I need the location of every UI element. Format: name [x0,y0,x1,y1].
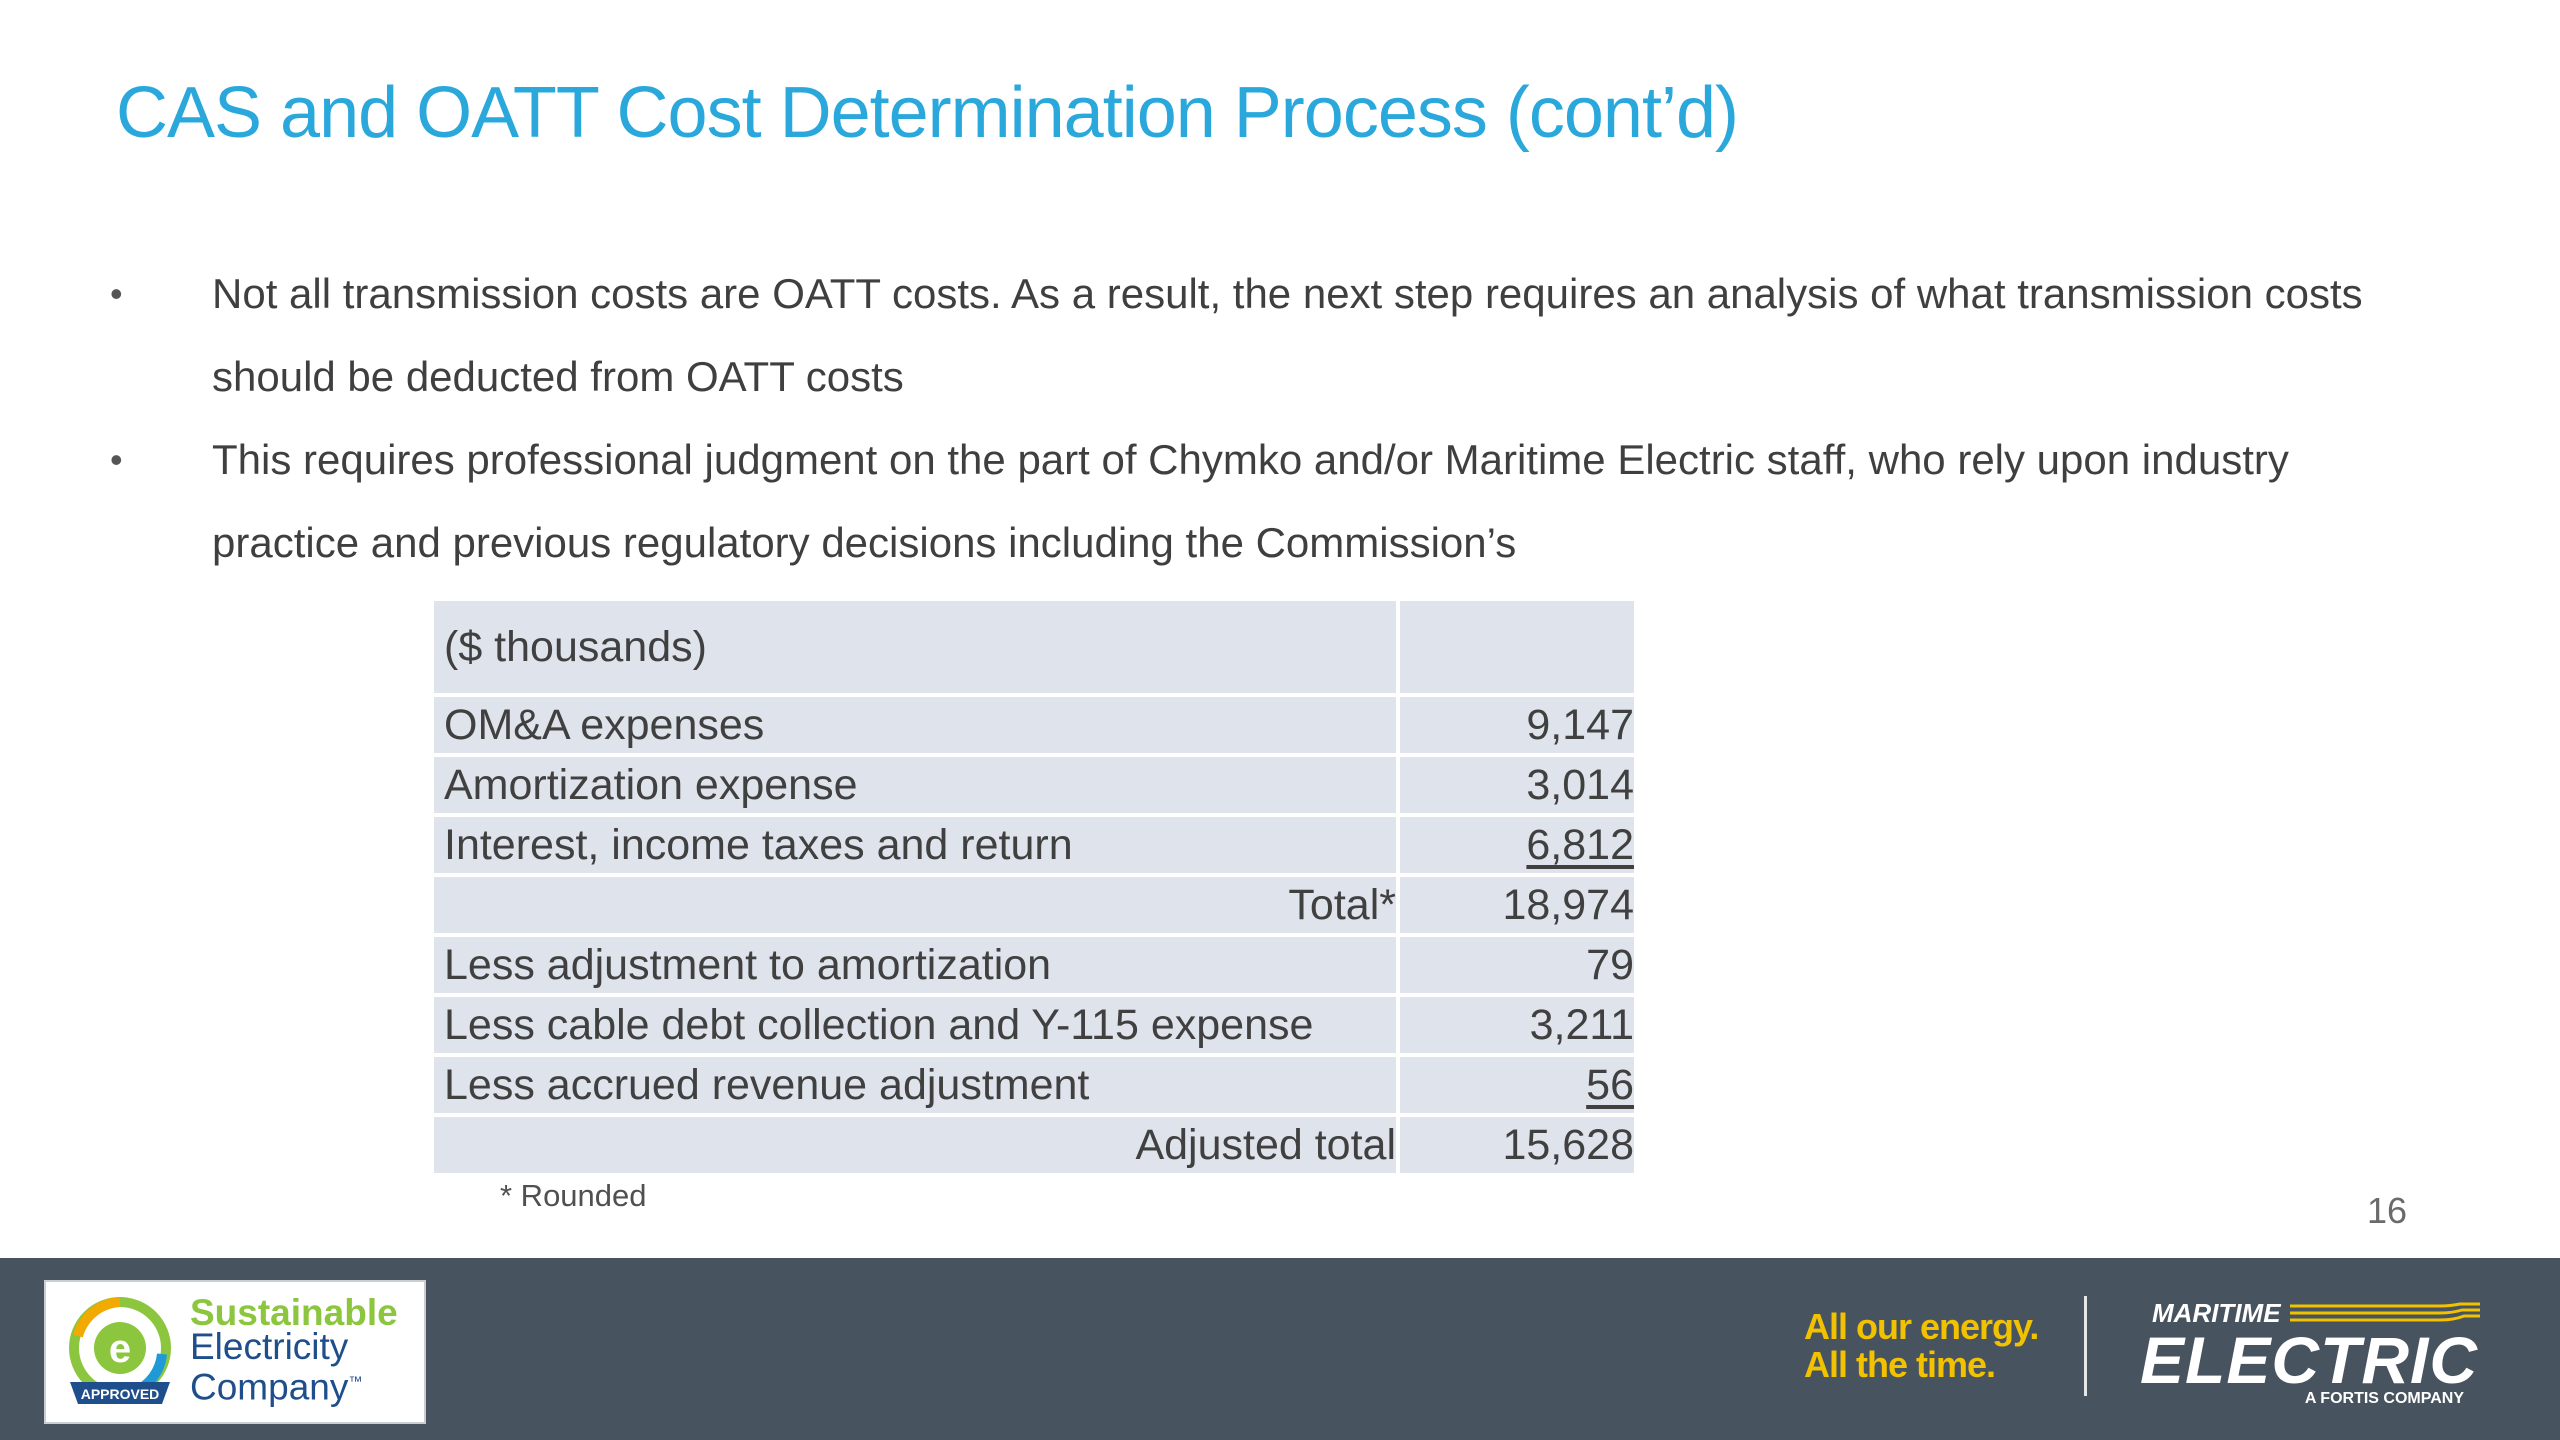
approved-badge-text: APPROVED [81,1386,160,1402]
sec-line-3-text: Company [190,1366,349,1408]
row-value: 79 [1400,937,1634,993]
brand-line-2: ELECTRIC [2140,1323,2478,1397]
total-label: Total* [434,877,1400,933]
svg-text:e: e [109,1327,131,1371]
sec-line-1: Sustainable [190,1292,398,1333]
row-value: 56 [1400,1057,1634,1113]
maritime-electric-logo: MARITIME ELECTRIC A FORTIS COMPANY [2140,1298,2480,1408]
table-row: Interest, income taxes and return 6,812 [434,817,1634,873]
row-value: 3,014 [1400,757,1634,813]
tagline-line-1: All our energy. [1804,1306,2039,1347]
row-value-text: 56 [1586,1060,1634,1109]
brand-line-1: MARITIME [2152,1298,2281,1328]
sec-line-3: Company™ [190,1364,398,1408]
trademark-symbol: ™ [348,1373,363,1389]
table-row: Less cable debt collection and Y-115 exp… [434,997,1634,1053]
tagline: All our energy. All the time. [1804,1306,2039,1385]
sec-logo: e APPROVED Sustainable Electricity Compa… [44,1280,426,1424]
table-total-row: Total* 18,974 [434,877,1634,933]
table-row: Less adjustment to amortization 79 [434,937,1634,993]
slide-title: CAS and OATT Cost Determination Process … [116,73,1739,153]
tagline-line-2: All the time. [1804,1344,1996,1385]
table-header: ($ thousands) [434,601,1400,693]
footer-divider [2084,1296,2087,1396]
table-footnote: * Rounded [500,1178,647,1213]
table-row: OM&A expenses 9,147 [434,697,1634,753]
row-label: OM&A expenses [434,697,1400,753]
table-total-row: Adjusted total 15,628 [434,1117,1634,1173]
row-value: 3,211 [1400,997,1634,1053]
bullet-text: This requires professional judgment on t… [212,436,2289,566]
sec-logo-text: Sustainable Electricity Company™ [190,1292,398,1408]
row-value-text: 6,812 [1526,820,1634,869]
bullet-icon: • [110,273,123,314]
bullet-text: Not all transmission costs are OATT cost… [212,270,2363,400]
table-header-row: ($ thousands) [434,601,1634,693]
row-label: Amortization expense [434,757,1400,813]
bullet-item: • Not all transmission costs are OATT co… [110,252,2430,418]
adjusted-total-value: 15,628 [1400,1117,1634,1173]
row-label: Less cable debt collection and Y-115 exp… [434,997,1400,1053]
row-label: Less adjustment to amortization [434,937,1400,993]
wave-lines-icon [2290,1302,2480,1322]
footer-bar: e APPROVED Sustainable Electricity Compa… [0,1258,2560,1440]
bullet-icon: • [110,439,123,480]
cost-table: ($ thousands) OM&A expenses 9,147 Amorti… [434,597,1634,1177]
table-row: Less accrued revenue adjustment 56 [434,1057,1634,1113]
row-label: Interest, income taxes and return [434,817,1400,873]
recycle-e-icon: e APPROVED [69,1297,171,1404]
bullet-item: • This requires professional judgment on… [110,418,2430,584]
bullet-list: • Not all transmission costs are OATT co… [110,252,2430,584]
row-value: 9,147 [1400,697,1634,753]
table-header-value [1400,601,1634,693]
adjusted-total-label: Adjusted total [434,1117,1400,1173]
table-row: Amortization expense 3,014 [434,757,1634,813]
brand-line-3: A FORTIS COMPANY [2304,1390,2464,1407]
total-value: 18,974 [1400,877,1634,933]
page-number: 16 [2366,1190,2407,1231]
row-value: 6,812 [1400,817,1634,873]
row-label: Less accrued revenue adjustment [434,1057,1400,1113]
sec-line-2: Electricity [190,1326,349,1367]
